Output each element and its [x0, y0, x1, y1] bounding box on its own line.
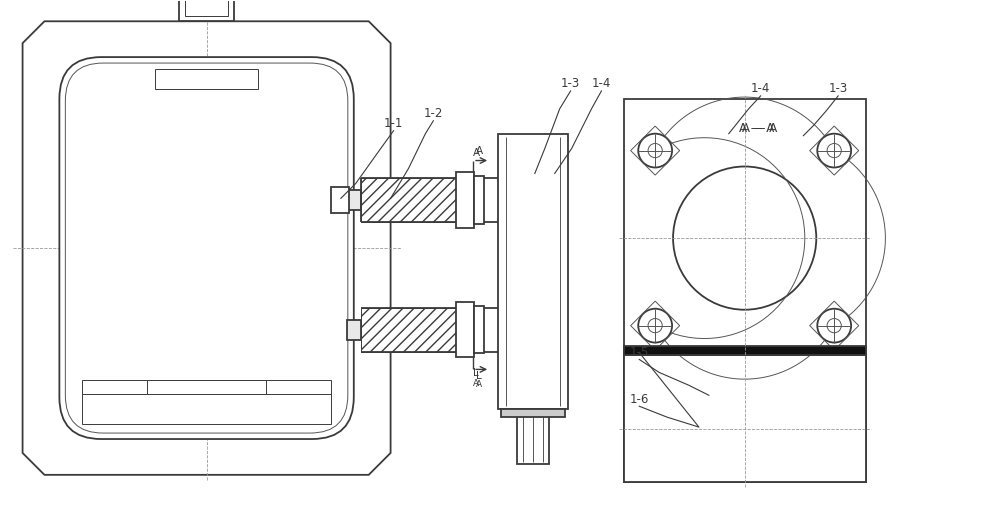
Text: 1-3: 1-3	[561, 78, 580, 91]
FancyBboxPatch shape	[59, 57, 354, 439]
Bar	[474, 177, 484, 224]
Circle shape	[673, 166, 816, 310]
Text: L: L	[473, 368, 479, 378]
Text: A: A	[473, 148, 480, 157]
Bar	[474, 306, 484, 353]
Bar	[331, 188, 349, 213]
Text: 1-4: 1-4	[592, 78, 611, 91]
Circle shape	[817, 134, 851, 167]
Bar	[517, 409, 549, 464]
Text: 1-5: 1-5	[630, 346, 649, 359]
Bar	[456, 302, 474, 357]
Text: 1-2: 1-2	[424, 107, 443, 120]
Circle shape	[638, 134, 672, 167]
Bar	[185, 0, 228, 16]
Text: A — A: A — A	[739, 122, 774, 135]
Bar	[179, 0, 234, 21]
Bar	[147, 380, 266, 394]
Bar	[456, 172, 474, 228]
Bar	[347, 191, 361, 210]
Text: A: A	[476, 146, 483, 155]
Bar	[361, 178, 456, 222]
Bar	[498, 134, 568, 409]
Circle shape	[638, 309, 672, 342]
Bar	[347, 320, 361, 340]
Text: A — A: A — A	[742, 122, 777, 135]
Text: 1-4: 1-4	[751, 82, 770, 95]
Bar	[624, 99, 866, 482]
Text: A: A	[473, 379, 479, 388]
Polygon shape	[23, 21, 391, 475]
Text: 1-3: 1-3	[829, 82, 848, 95]
Text: A: A	[476, 380, 482, 390]
Bar	[82, 380, 331, 394]
Bar	[624, 355, 866, 482]
Text: 1-1: 1-1	[384, 117, 403, 130]
Text: L: L	[476, 371, 482, 381]
Bar	[501, 409, 565, 417]
Bar	[82, 390, 331, 424]
Text: 1-6: 1-6	[630, 393, 649, 406]
Circle shape	[817, 309, 851, 342]
Bar	[155, 69, 258, 89]
Bar	[361, 308, 456, 352]
Bar	[624, 346, 866, 355]
